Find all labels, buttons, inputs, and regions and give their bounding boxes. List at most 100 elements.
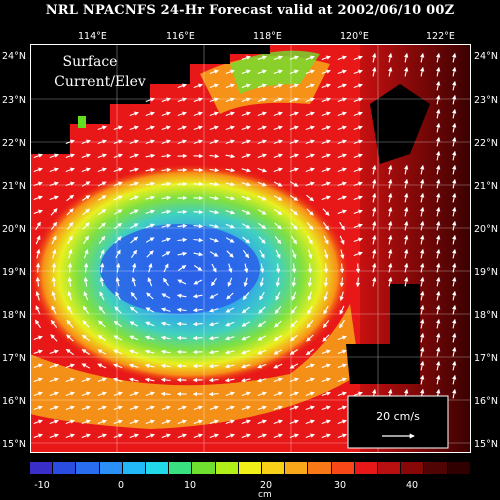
map-frame: [30, 44, 471, 453]
current-arrow: [305, 391, 315, 397]
current-arrow: [81, 195, 91, 201]
current-arrow: [98, 305, 106, 314]
current-arrow: [452, 52, 457, 63]
current-arrow: [68, 249, 73, 259]
current-arrow: [176, 293, 187, 299]
current-arrow: [115, 249, 121, 259]
colorbar-swatch: [30, 462, 54, 474]
current-arrow: [436, 304, 441, 315]
current-arrow: [291, 277, 297, 288]
current-arrow: [163, 263, 169, 273]
current-arrow: [224, 336, 235, 341]
colorbar-swatch: [285, 462, 309, 474]
current-arrow: [257, 139, 267, 145]
current-arrow: [452, 136, 457, 147]
current-arrow: [209, 419, 219, 425]
current-arrow: [353, 251, 363, 257]
current-arrow: [114, 222, 123, 230]
current-arrow: [321, 419, 331, 425]
current-arrow: [161, 139, 171, 145]
current-arrow: [177, 405, 187, 411]
current-arrow: [36, 248, 41, 259]
current-arrow: [129, 153, 139, 159]
current-arrow: [113, 349, 123, 355]
current-arrow: [147, 277, 153, 287]
current-arrow: [289, 363, 299, 369]
current-arrow: [208, 335, 219, 341]
current-arrow: [193, 237, 204, 243]
current-arrow: [257, 405, 267, 411]
current-arrow: [420, 318, 425, 329]
current-arrow: [323, 235, 329, 245]
current-arrow: [113, 335, 123, 341]
current-arrow: [337, 209, 347, 215]
current-arrow: [420, 234, 425, 245]
panel-label-line1: Surface: [63, 54, 118, 70]
current-arrow: [436, 332, 441, 343]
current-arrow: [353, 195, 363, 201]
current-arrow: [452, 192, 457, 203]
current-arrow: [241, 405, 251, 411]
current-arrow: [33, 209, 43, 215]
colorbar-swatch: [76, 462, 100, 474]
current-arrow: [97, 125, 107, 131]
colorbar-label-10: 10: [183, 480, 197, 491]
colorbar-swatch: [215, 462, 239, 474]
lon-tick-116: 116°E: [166, 31, 195, 42]
current-arrow: [307, 291, 313, 301]
current-arrow: [436, 248, 441, 259]
current-arrow: [113, 377, 123, 382]
current-arrow: [113, 167, 123, 173]
current-arrow: [372, 262, 377, 273]
current-arrow: [291, 235, 297, 245]
current-arrow: [225, 167, 236, 173]
current-arrow: [273, 433, 283, 439]
taiwan-land: [370, 84, 430, 164]
current-arrow: [388, 276, 393, 287]
current-arrow: [388, 262, 393, 273]
current-arrow: [436, 66, 441, 77]
panel-label-line2: Current/Elev: [54, 74, 146, 90]
current-arrow: [321, 111, 331, 117]
colorbar-swatch: [424, 462, 448, 474]
current-arrow: [129, 349, 139, 355]
current-arrow: [33, 167, 43, 173]
current-arrow: [273, 111, 283, 117]
current-arrow: [98, 235, 106, 244]
current-arrow: [321, 195, 331, 201]
current-arrow: [420, 332, 425, 343]
elevation-colorbar: [30, 462, 471, 474]
current-arrow: [257, 391, 267, 397]
current-arrow: [404, 276, 409, 287]
current-arrow: [241, 69, 251, 75]
current-arrow: [242, 236, 251, 244]
current-arrow: [145, 125, 155, 131]
current-arrow: [226, 250, 234, 258]
current-arrow: [33, 153, 43, 159]
current-arrow: [177, 83, 187, 89]
current-arrow: [404, 220, 409, 231]
current-arrow: [241, 55, 251, 61]
current-arrow: [322, 334, 330, 342]
current-arrow: [177, 237, 188, 243]
current-arrow: [193, 83, 203, 89]
current-vectors: [33, 52, 457, 439]
current-arrow: [274, 236, 282, 245]
current-arrow: [83, 291, 89, 301]
current-arrow: [115, 262, 121, 273]
current-arrow: [404, 192, 409, 203]
current-arrow: [209, 83, 219, 89]
current-arrow: [225, 153, 236, 159]
current-arrow: [243, 277, 248, 288]
current-arrow: [67, 262, 73, 273]
current-arrow: [257, 433, 267, 439]
current-arrow: [257, 111, 267, 117]
lat-tick-right-15: 15°N: [474, 439, 498, 450]
current-arrow: [209, 405, 219, 411]
current-arrow: [161, 223, 172, 228]
current-arrow: [337, 335, 347, 341]
current-arrow: [289, 153, 299, 159]
current-arrow: [192, 307, 203, 313]
current-arrow: [129, 321, 139, 327]
lat-tick-left-22: 22°N: [2, 138, 26, 149]
